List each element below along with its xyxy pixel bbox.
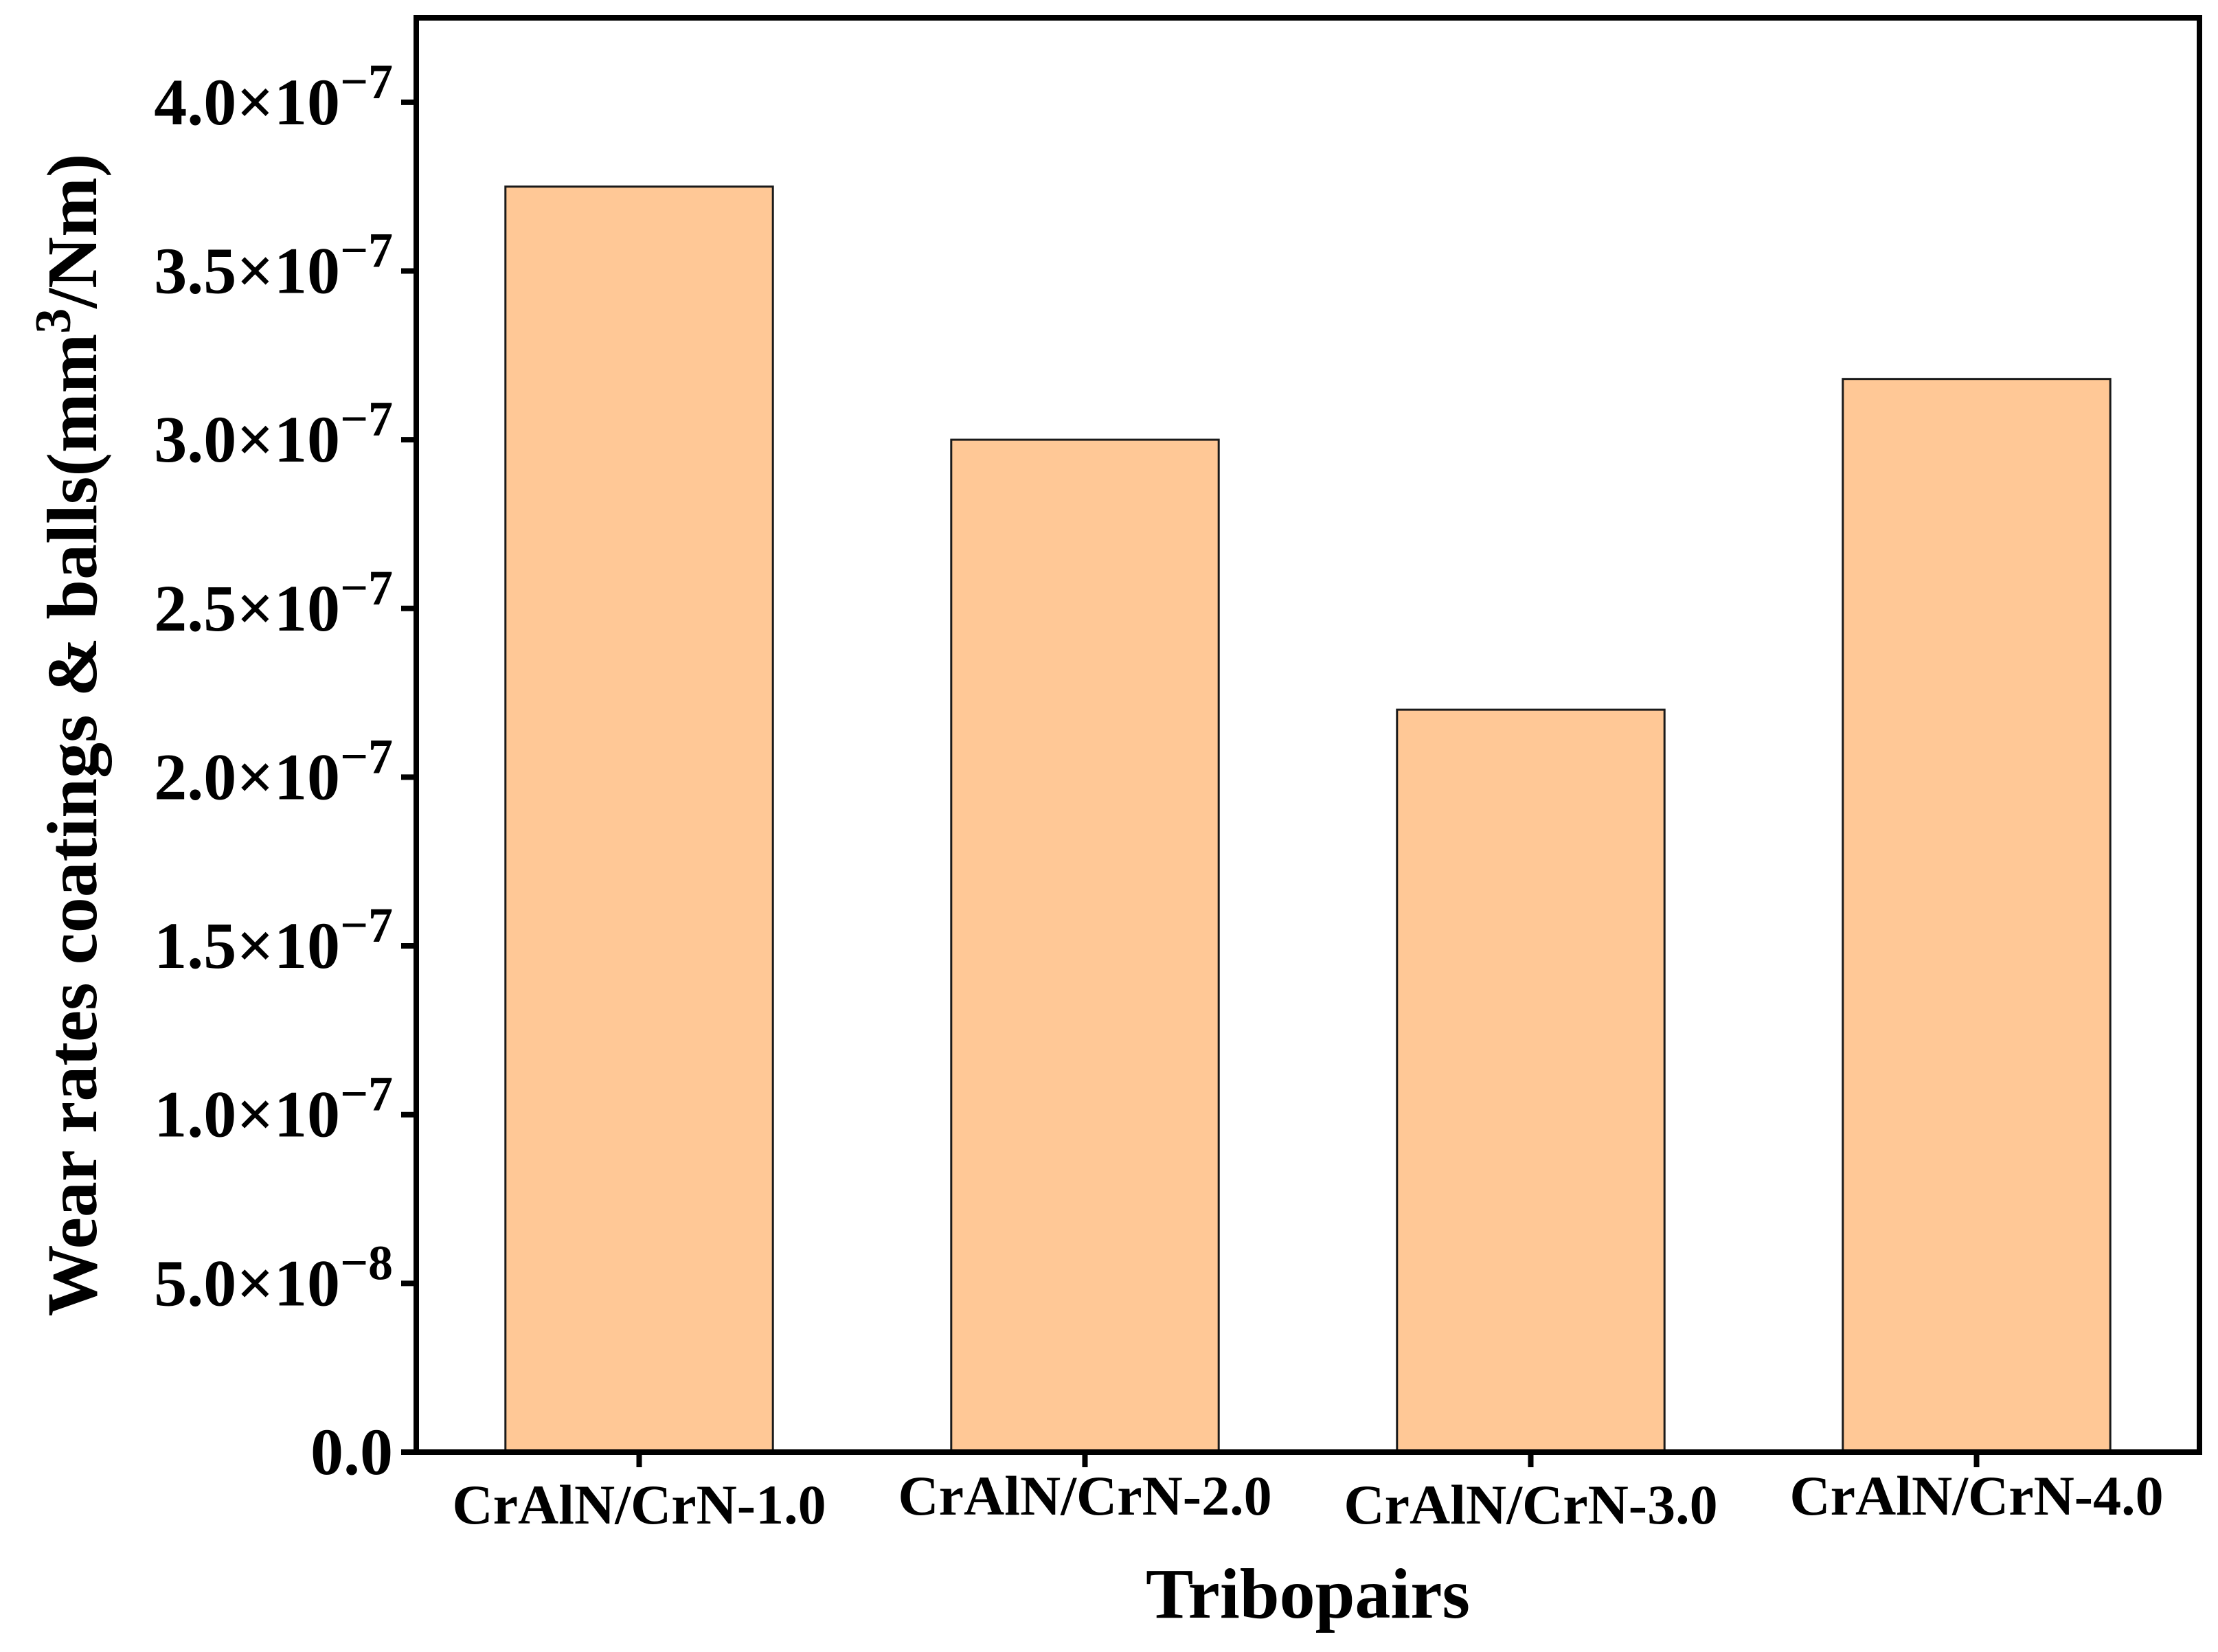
y-axis-title-suffix: /Nm) <box>33 153 112 309</box>
x-tick-label: CrAlN/CrN-1.0 <box>452 1473 826 1536</box>
y-tick-exponent: −7 <box>340 729 393 784</box>
y-axis-title-prefix: Wear rates coatings & balls(mm <box>33 334 112 1317</box>
y-tick-mantissa: 4.0×10 <box>154 65 340 139</box>
y-tick-label: 5.0×10−8 <box>154 1235 393 1320</box>
y-tick-mantissa: 5.0×10 <box>154 1246 340 1320</box>
bars-layer <box>504 185 2112 1453</box>
y-tick-mantissa: 3.5×10 <box>154 234 340 307</box>
y-tick-label: 4.0×10−7 <box>154 54 393 139</box>
y-tick-exponent: −7 <box>340 561 393 615</box>
y-tick-label: 2.0×10−7 <box>154 729 393 813</box>
x-tick-label: CrAlN/CrN-3.0 <box>1344 1473 1717 1536</box>
y-axis-title-superscript: 3 <box>25 308 82 334</box>
y-tick-exponent: −7 <box>340 898 393 953</box>
y-tick-mantissa: 1.5×10 <box>154 909 340 982</box>
bar-3 <box>1396 708 1666 1453</box>
y-tick-mantissa: 0.0 <box>310 1415 393 1489</box>
plot-frame <box>414 15 2202 1455</box>
y-tick-exponent: −7 <box>340 54 393 109</box>
x-axis: CrAlN/CrN-1.0 CrAlN/CrN-2.0 CrAlN/CrN-3.0 C… <box>452 1452 2164 1536</box>
y-axis: 0.05.0×10−81.0×10−71.5×10−72.0×10−72.5×1… <box>154 54 416 1489</box>
x-axis-title: Tribopairs <box>1146 1554 1470 1633</box>
x-tick-label: CrAlN/CrN-2.0 <box>898 1464 1271 1527</box>
y-tick-label: 1.0×10−7 <box>154 1067 393 1151</box>
y-tick-label: 2.5×10−7 <box>154 561 393 645</box>
y-tick-mantissa: 2.5×10 <box>154 572 340 645</box>
y-tick-mantissa: 2.0×10 <box>154 740 340 813</box>
y-axis-title: Wear rates coatings & balls(mm3/Nm) <box>25 153 112 1316</box>
bar-4 <box>1842 378 2112 1453</box>
bar-1 <box>504 185 774 1453</box>
y-tick-exponent: −7 <box>340 392 393 446</box>
y-tick-exponent: −7 <box>340 223 393 278</box>
y-tick-label: 3.0×10−7 <box>154 392 393 476</box>
y-tick-mantissa: 3.0×10 <box>154 403 340 476</box>
bar-2 <box>950 438 1220 1453</box>
y-tick-label: 3.5×10−7 <box>154 223 393 307</box>
x-tick-label: CrAlN/CrN-4.0 <box>1789 1464 2163 1527</box>
y-tick-label: 0.0 <box>310 1415 393 1489</box>
y-tick-mantissa: 1.0×10 <box>154 1078 340 1151</box>
y-tick-exponent: −7 <box>340 1067 393 1122</box>
y-tick-exponent: −8 <box>340 1235 393 1290</box>
y-tick-label: 1.5×10−7 <box>154 898 393 982</box>
